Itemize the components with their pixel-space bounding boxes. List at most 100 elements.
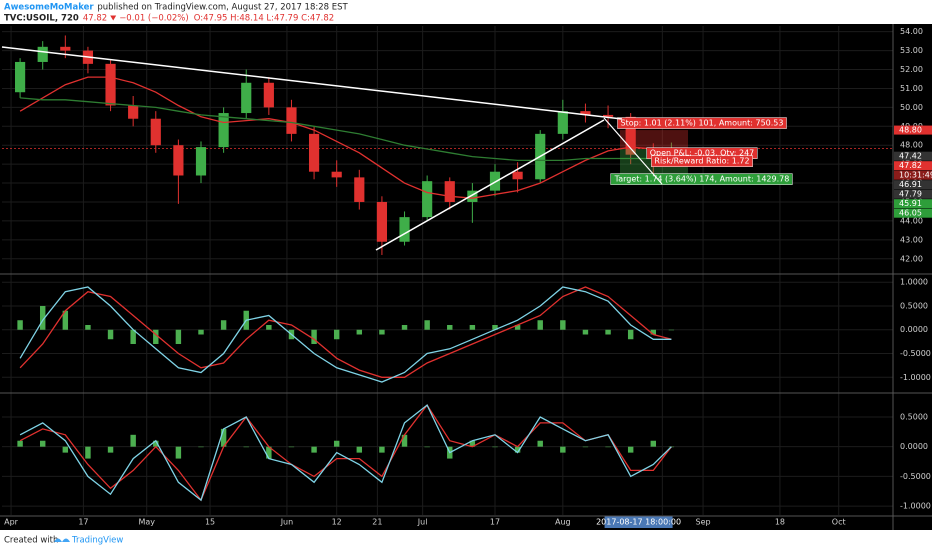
- position-label-bg: [617, 117, 787, 129]
- y-tick-label: -0.5000: [900, 349, 931, 358]
- footer-brand[interactable]: TradingView: [71, 536, 123, 546]
- indicator-line: [20, 97, 672, 162]
- price-label-bg: [894, 170, 932, 180]
- x-tick-label: Jul: [417, 518, 428, 527]
- histogram-bar: [153, 440, 159, 447]
- histogram-bar: [311, 446, 317, 453]
- histogram-bar: [39, 305, 46, 330]
- histogram-bar: [39, 440, 46, 447]
- histogram-bar: [288, 446, 295, 448]
- candle-body: [150, 118, 161, 146]
- histogram-bar: [175, 446, 182, 459]
- histogram-bar: [356, 329, 363, 335]
- y-tick-label: -1.0000: [900, 373, 931, 382]
- candle-body: [37, 46, 48, 62]
- candle-body: [444, 181, 455, 202]
- price-label: 47.79: [899, 190, 922, 199]
- histogram-bar: [107, 446, 114, 453]
- histogram-bar: [85, 446, 91, 459]
- candle-body: [489, 171, 501, 191]
- stop-zone: [620, 130, 688, 150]
- candle-body: [218, 113, 229, 148]
- crosshair-label-bg: [604, 516, 673, 528]
- y-tick-label: 0.0000: [900, 442, 928, 451]
- crosshair-label: 2017-08-17 18:00:00: [596, 518, 681, 527]
- price-label: 46.91: [899, 180, 922, 189]
- x-tick-label: Jun: [280, 518, 294, 527]
- author[interactable]: AwesomeMoMaker: [4, 3, 94, 13]
- price-label: 48.80: [899, 126, 922, 135]
- brand-logo: [54, 538, 70, 542]
- candle-body: [286, 107, 297, 134]
- histogram-bar: [492, 446, 498, 448]
- histogram-bar: [537, 320, 543, 330]
- histogram-bar: [401, 324, 408, 330]
- x-tick-label: Sep: [696, 518, 711, 527]
- candle-body: [354, 177, 365, 202]
- y-tick-label: 48.00: [900, 141, 923, 150]
- histogram-bar: [356, 446, 363, 453]
- price-label: 45.91: [899, 199, 922, 208]
- change: −0.01 (−0.02%): [119, 14, 189, 24]
- candle-body: [105, 63, 116, 106]
- y-tick-label: 50.00: [900, 103, 923, 112]
- histogram-bar: [668, 329, 675, 331]
- down-arrow: [110, 15, 117, 21]
- histogram-bar: [582, 446, 589, 448]
- price-label: 47.42: [899, 152, 922, 161]
- histogram-bar: [424, 320, 430, 330]
- y-tick-label: 0.5000: [900, 301, 928, 310]
- histogram-bar: [650, 329, 657, 335]
- candle-body: [241, 82, 252, 114]
- candle-body: [173, 145, 184, 176]
- x-tick-label: 17: [78, 518, 88, 527]
- price-label-bg: [894, 180, 932, 190]
- histogram-bar: [153, 329, 159, 345]
- histogram-bar: [627, 329, 634, 340]
- candle-body: [128, 105, 139, 119]
- x-tick-label: 12: [332, 518, 342, 527]
- price-label-bg: [894, 199, 932, 209]
- position-label: Risk/Reward Ratio: 1.72: [654, 157, 749, 166]
- y-tick-label: 51.00: [900, 84, 923, 93]
- trend-line: [603, 117, 663, 185]
- trend-line: [375, 119, 605, 251]
- trend-line: [1, 46, 623, 120]
- histogram-bar: [379, 329, 385, 335]
- histogram-bar: [627, 446, 634, 453]
- x-tick-label: May: [138, 518, 155, 527]
- y-tick-label: 0.0000: [900, 325, 928, 334]
- histogram-bar: [17, 440, 23, 447]
- footer-text: Created with: [4, 536, 58, 546]
- price-label: 46.05: [899, 209, 922, 218]
- histogram-bar: [220, 428, 227, 447]
- histogram-bar: [514, 324, 521, 330]
- indicator-line: [19, 286, 672, 378]
- histogram-bar: [107, 329, 114, 340]
- candle-body: [60, 46, 71, 51]
- indicator-line: [19, 404, 672, 502]
- histogram-bar: [130, 434, 136, 447]
- histogram-bar: [401, 434, 408, 447]
- position-label: Target: 1.74 (3.64%) 174, Amount: 1429.7…: [614, 175, 790, 184]
- candle-body: [195, 147, 207, 176]
- candle-body: [512, 171, 523, 180]
- position-label-bg: [651, 155, 753, 167]
- x-tick-label: Apr: [4, 518, 19, 527]
- x-tick-label: 21: [372, 518, 382, 527]
- histogram-bar: [198, 446, 204, 448]
- y-tick-label: -0.5000: [900, 472, 931, 481]
- histogram-bar: [582, 329, 589, 335]
- histogram-bar: [605, 446, 611, 448]
- histogram-bar: [333, 329, 340, 340]
- histogram-bar: [650, 440, 657, 447]
- histogram-bar: [447, 324, 453, 330]
- candle-body: [308, 133, 320, 172]
- x-tick-label: Oct: [832, 518, 846, 527]
- x-tick-label: 17: [490, 518, 500, 527]
- symbol: TVC:USOIL, 720: [4, 14, 79, 24]
- candle-body: [376, 201, 388, 242]
- candle-body: [399, 217, 410, 242]
- candle-body: [557, 111, 568, 134]
